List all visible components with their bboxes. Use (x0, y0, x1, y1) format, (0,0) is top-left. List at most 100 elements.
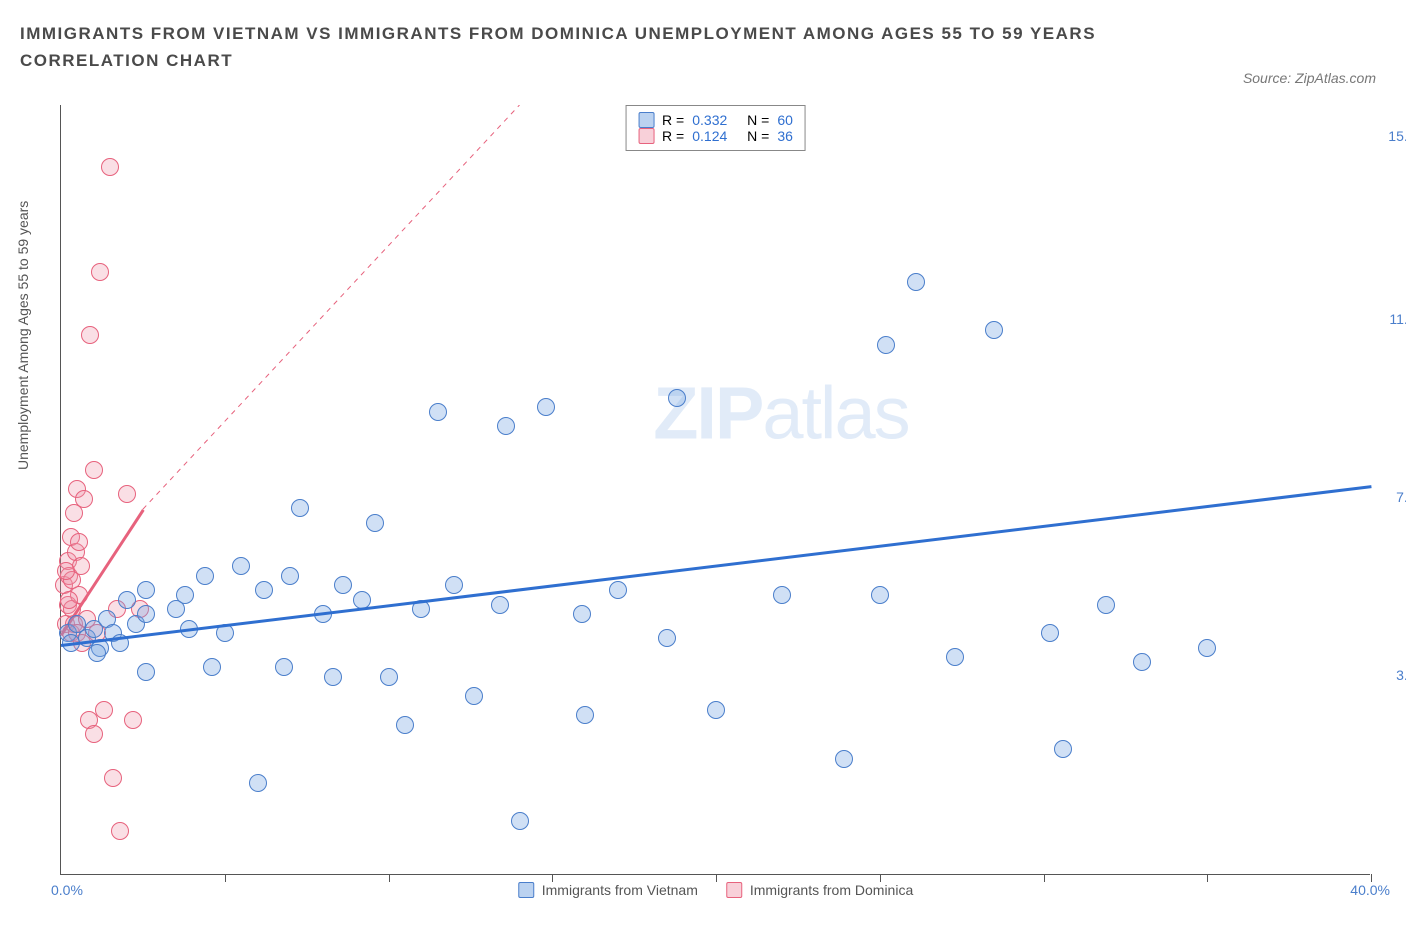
data-point (101, 158, 119, 176)
data-point (60, 591, 78, 609)
data-point (1133, 653, 1151, 671)
data-point (324, 668, 342, 686)
data-point (668, 389, 686, 407)
legend-label-vietnam: Immigrants from Vietnam (542, 882, 698, 898)
n-label: N = (747, 112, 769, 128)
legend-item-dominica: Immigrants from Dominica (726, 882, 913, 898)
data-point (1097, 596, 1115, 614)
data-point (835, 750, 853, 768)
data-point (118, 591, 136, 609)
x-tick (552, 874, 553, 882)
data-point (576, 706, 594, 724)
data-point (70, 533, 88, 551)
r-value-vietnam: 0.332 (692, 112, 727, 128)
data-point (104, 769, 122, 787)
data-point (85, 461, 103, 479)
series-legend: Immigrants from Vietnam Immigrants from … (518, 882, 914, 898)
data-point (707, 701, 725, 719)
data-point (57, 562, 75, 580)
y-tick-label: 3.8% (1396, 667, 1406, 683)
data-point (907, 273, 925, 291)
data-point (491, 596, 509, 614)
data-point (88, 644, 106, 662)
data-point (291, 499, 309, 517)
data-point (1041, 624, 1059, 642)
r-label: R = (662, 128, 684, 144)
source-attribution: Source: ZipAtlas.com (1243, 70, 1376, 86)
x-tick (1044, 874, 1045, 882)
y-tick-label: 7.5% (1396, 489, 1406, 505)
correlation-legend: R = 0.332 N = 60 R = 0.124 N = 36 (625, 105, 806, 151)
data-point (334, 576, 352, 594)
data-point (396, 716, 414, 734)
data-point (232, 557, 250, 575)
legend-item-vietnam: Immigrants from Vietnam (518, 882, 698, 898)
data-point (497, 417, 515, 435)
data-point (275, 658, 293, 676)
data-point (118, 485, 136, 503)
data-point (773, 586, 791, 604)
data-point (658, 629, 676, 647)
data-point (196, 567, 214, 585)
data-point (946, 648, 964, 666)
data-point (511, 812, 529, 830)
chart-title: IMMIGRANTS FROM VIETNAM VS IMMIGRANTS FR… (20, 20, 1120, 74)
swatch-vietnam (518, 882, 534, 898)
legend-row-vietnam: R = 0.332 N = 60 (638, 112, 793, 128)
swatch-vietnam (638, 112, 654, 128)
r-label: R = (662, 112, 684, 128)
swatch-dominica (638, 128, 654, 144)
x-axis-max-label: 40.0% (1350, 882, 1390, 898)
n-value-vietnam: 60 (777, 112, 793, 128)
data-point (255, 581, 273, 599)
data-point (75, 490, 93, 508)
data-point (81, 326, 99, 344)
x-tick (389, 874, 390, 882)
data-point (111, 822, 129, 840)
x-tick (716, 874, 717, 882)
data-point (124, 711, 142, 729)
data-point (281, 567, 299, 585)
r-value-dominica: 0.124 (692, 128, 727, 144)
data-point (1198, 639, 1216, 657)
trend-dashed-extension (61, 105, 1371, 875)
legend-label-dominica: Immigrants from Dominica (750, 882, 913, 898)
x-tick (1207, 874, 1208, 882)
data-point (445, 576, 463, 594)
legend-row-dominica: R = 0.124 N = 36 (638, 128, 793, 144)
data-point (137, 605, 155, 623)
data-point (95, 701, 113, 719)
data-point (137, 581, 155, 599)
y-axis-label: Unemployment Among Ages 55 to 59 years (15, 201, 31, 470)
data-point (91, 263, 109, 281)
trend-line (61, 485, 1371, 646)
x-axis-min-label: 0.0% (51, 882, 83, 898)
y-tick-label: 15.0% (1388, 128, 1406, 144)
x-tick (225, 874, 226, 882)
y-tick-label: 11.2% (1389, 311, 1406, 327)
n-value-dominica: 36 (777, 128, 793, 144)
swatch-dominica (726, 882, 742, 898)
data-point (1054, 740, 1072, 758)
data-point (137, 663, 155, 681)
data-point (249, 774, 267, 792)
scatter-plot-area: ZIPatlas R = 0.332 N = 60 R = 0.124 N = … (60, 105, 1370, 875)
data-point (877, 336, 895, 354)
data-point (985, 321, 1003, 339)
data-point (380, 668, 398, 686)
data-point (871, 586, 889, 604)
data-point (203, 658, 221, 676)
data-point (537, 398, 555, 416)
data-point (465, 687, 483, 705)
n-label: N = (747, 128, 769, 144)
watermark-light: atlas (762, 371, 908, 454)
data-point (429, 403, 447, 421)
data-point (176, 586, 194, 604)
watermark-bold: ZIP (653, 371, 762, 454)
data-point (573, 605, 591, 623)
x-tick (1371, 874, 1372, 882)
data-point (366, 514, 384, 532)
data-point (85, 725, 103, 743)
data-point (609, 581, 627, 599)
x-tick (880, 874, 881, 882)
